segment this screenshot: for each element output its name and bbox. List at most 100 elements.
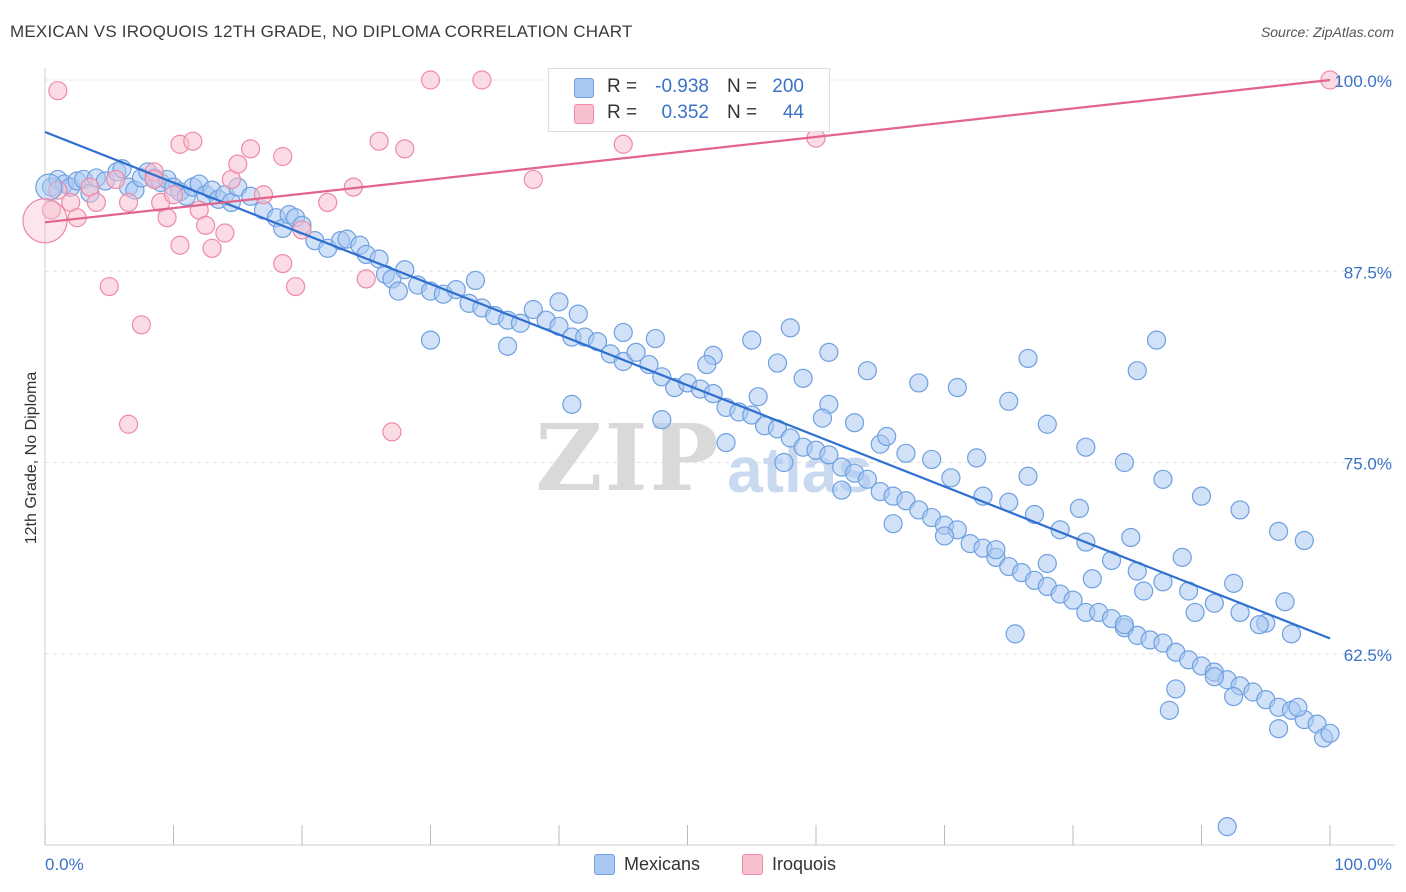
data-point — [1217, 817, 1237, 837]
chart-title: MEXICAN VS IROQUOIS 12TH GRADE, NO DIPLO… — [10, 22, 633, 41]
data-point — [883, 514, 903, 534]
data-point — [1185, 602, 1205, 623]
data-point — [767, 353, 788, 373]
trend-line-mexicans — [44, 130, 1331, 640]
data-point — [395, 139, 415, 159]
data-point — [1281, 624, 1302, 644]
data-point — [1063, 590, 1083, 610]
data-point — [1230, 500, 1250, 520]
data-point — [1153, 469, 1173, 489]
data-point — [549, 292, 569, 312]
mexicans-legend-swatch — [594, 854, 615, 875]
r-value: -0.938 — [655, 76, 709, 97]
data-point — [1204, 593, 1224, 613]
data-point — [285, 276, 306, 297]
trend-lines — [44, 78, 1331, 640]
stats-row-iroquois: R = 0.352 N = 44 — [549, 100, 829, 126]
data-point — [202, 238, 222, 258]
data-point — [157, 208, 177, 228]
data-point — [523, 169, 543, 190]
legend-label-mexicans: Mexicans — [624, 854, 701, 874]
data-point — [420, 330, 441, 350]
data-point — [1076, 437, 1096, 457]
data-point — [420, 70, 441, 90]
data-point — [999, 391, 1019, 411]
data-point — [472, 70, 492, 90]
data-point — [1005, 624, 1025, 644]
data-point — [241, 139, 261, 159]
mexicans-swatch — [574, 78, 594, 98]
data-point — [1268, 719, 1289, 739]
iroquois-swatch — [574, 104, 594, 124]
data-point — [118, 192, 139, 212]
data-point — [819, 342, 839, 362]
data-point — [1204, 667, 1224, 687]
data-point — [793, 368, 813, 388]
data-point — [183, 131, 203, 151]
data-point — [819, 445, 839, 465]
data-point — [812, 408, 833, 428]
data-point — [844, 413, 865, 433]
data-point — [652, 410, 672, 430]
data-point — [35, 173, 63, 201]
data-point — [1146, 330, 1167, 350]
r-label: R = — [607, 102, 638, 123]
data-point — [86, 192, 107, 212]
n-label: N = — [727, 76, 758, 97]
n-value: 44 — [782, 102, 804, 123]
r-value: 0.352 — [661, 102, 709, 123]
data-point — [1294, 530, 1314, 551]
data-point — [774, 452, 794, 473]
data-point — [318, 192, 338, 212]
r-label: R = — [607, 76, 638, 97]
data-point — [99, 276, 119, 297]
data-point — [742, 330, 762, 350]
n-value: 200 — [772, 76, 804, 97]
y-axis-label: 12th Grade, No Diploma — [23, 371, 40, 545]
stats-row-mexicans: R = -0.938 N = 200 — [549, 74, 829, 100]
data-point — [196, 215, 216, 235]
data-point — [41, 200, 62, 220]
series-legend: Mexicans Iroquois — [0, 851, 1406, 877]
data-point — [1069, 498, 1090, 518]
source-label: Source: ZipAtlas.com — [1260, 24, 1394, 40]
x-tick-label: 0.0% — [45, 855, 84, 874]
data-point — [228, 154, 248, 174]
data-point — [896, 443, 916, 463]
data-point — [986, 540, 1006, 560]
stats-legend: R = -0.938 N = 200 R = 0.352 N = 44 — [548, 68, 830, 132]
data-point — [941, 468, 961, 488]
tick-labels: 62.5% 75.0% 87.5% 100.0% 0.0% 100.0% — [45, 72, 1392, 874]
y-tick-label: 87.5% — [1344, 263, 1392, 282]
y-tick-label: 75.0% — [1344, 455, 1392, 474]
data-point — [562, 394, 582, 414]
data-point — [253, 185, 274, 205]
watermark-zip: ZIP — [535, 404, 720, 512]
data-point — [523, 299, 543, 320]
data-point — [1121, 527, 1141, 548]
data-point — [613, 134, 633, 154]
data-point — [1224, 686, 1244, 707]
data-point — [1249, 615, 1269, 635]
data-point — [118, 414, 139, 434]
data-point — [1320, 723, 1340, 743]
data-point — [1018, 348, 1038, 369]
data-point — [613, 322, 633, 343]
data-point — [568, 304, 588, 324]
data-point — [163, 185, 184, 205]
data-point — [1288, 697, 1308, 717]
data-point — [273, 254, 293, 274]
trend-line-iroquois — [44, 78, 1331, 224]
data-point — [215, 223, 235, 243]
data-point — [465, 270, 486, 291]
data-point — [1082, 569, 1102, 589]
data-point — [1268, 521, 1289, 541]
data-point — [626, 342, 646, 362]
data-point — [382, 422, 402, 442]
n-label: N = — [727, 102, 758, 123]
iroquois-legend-swatch — [742, 854, 763, 875]
data-point — [645, 328, 665, 349]
data-point — [947, 377, 967, 398]
data-point — [106, 169, 126, 190]
